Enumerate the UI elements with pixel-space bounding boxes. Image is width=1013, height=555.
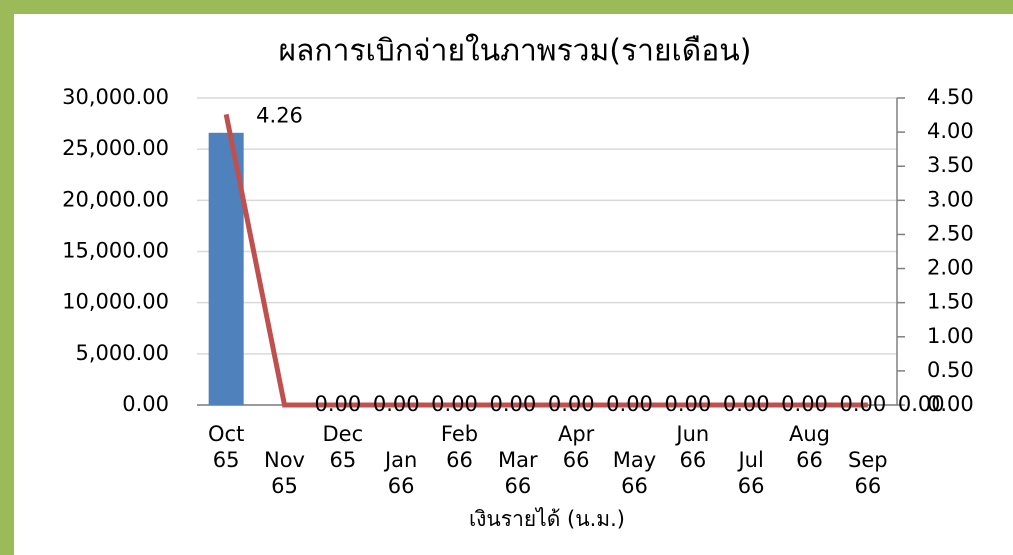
data-label: 0.00 <box>898 392 945 416</box>
x-tick-label: Jul 66 <box>736 448 764 498</box>
data-label: 0.00 <box>606 392 653 416</box>
x-tick-label: Jan 66 <box>383 448 417 498</box>
data-label: 0.00 <box>665 392 712 416</box>
x-tick-label: Oct 65 <box>208 422 244 472</box>
x-tick-label: Feb 66 <box>441 422 478 472</box>
data-label: 0.00 <box>840 392 887 416</box>
x-tick-label: May 66 <box>613 448 656 498</box>
y2-tick-label: 4.50 <box>927 85 974 109</box>
x-tick-label: Nov 65 <box>264 448 305 498</box>
y2-tick-label: 4.00 <box>927 119 974 143</box>
y2-tick-label: 2.00 <box>927 256 974 280</box>
y2-tick-label: 0.00 <box>927 392 974 416</box>
y-tick-label: 5,000.00 <box>75 341 169 365</box>
chart-area <box>14 14 1013 555</box>
y-tick-label: 0.00 <box>122 392 169 416</box>
data-label: 4.26 <box>256 103 303 127</box>
y2-tick-label: 2.50 <box>927 221 974 245</box>
x-tick-label: Mar 66 <box>498 448 538 498</box>
x-tick-label: Jun 66 <box>674 422 709 472</box>
border-left <box>0 0 14 555</box>
y-tick-label: 10,000.00 <box>62 290 169 314</box>
y-tick-label: 15,000.00 <box>62 239 169 263</box>
y2-tick-label: 1.00 <box>927 324 974 348</box>
data-label: 0.00 <box>548 392 595 416</box>
y2-tick-label: 3.00 <box>927 187 974 211</box>
y2-tick-label: 1.50 <box>927 290 974 314</box>
chart-title: ผลการเบิกจ่ายในภาพรวม(รายเดือน) <box>278 34 751 69</box>
data-label: 0.00 <box>373 392 420 416</box>
data-label: 0.00 <box>490 392 537 416</box>
x-tick-label: Apr 66 <box>558 422 595 472</box>
data-label: 0.00 <box>781 392 828 416</box>
x-axis-title: เงินรายได้ (น.ม.) <box>469 507 625 531</box>
data-label: 0.00 <box>431 392 478 416</box>
y-tick-label: 30,000.00 <box>62 85 169 109</box>
y2-tick-label: 0.50 <box>927 358 974 382</box>
x-tick-label: Dec 65 <box>323 422 364 472</box>
x-tick-label: Aug 66 <box>789 422 830 472</box>
y2-tick-label: 3.50 <box>927 153 974 177</box>
data-label: 0.00 <box>315 392 362 416</box>
y-tick-label: 25,000.00 <box>62 136 169 160</box>
border-top <box>0 0 1013 14</box>
y-tick-label: 20,000.00 <box>62 187 169 211</box>
line <box>223 113 868 408</box>
data-label: 0.00 <box>723 392 770 416</box>
x-tick-label: Sep 66 <box>848 448 888 498</box>
